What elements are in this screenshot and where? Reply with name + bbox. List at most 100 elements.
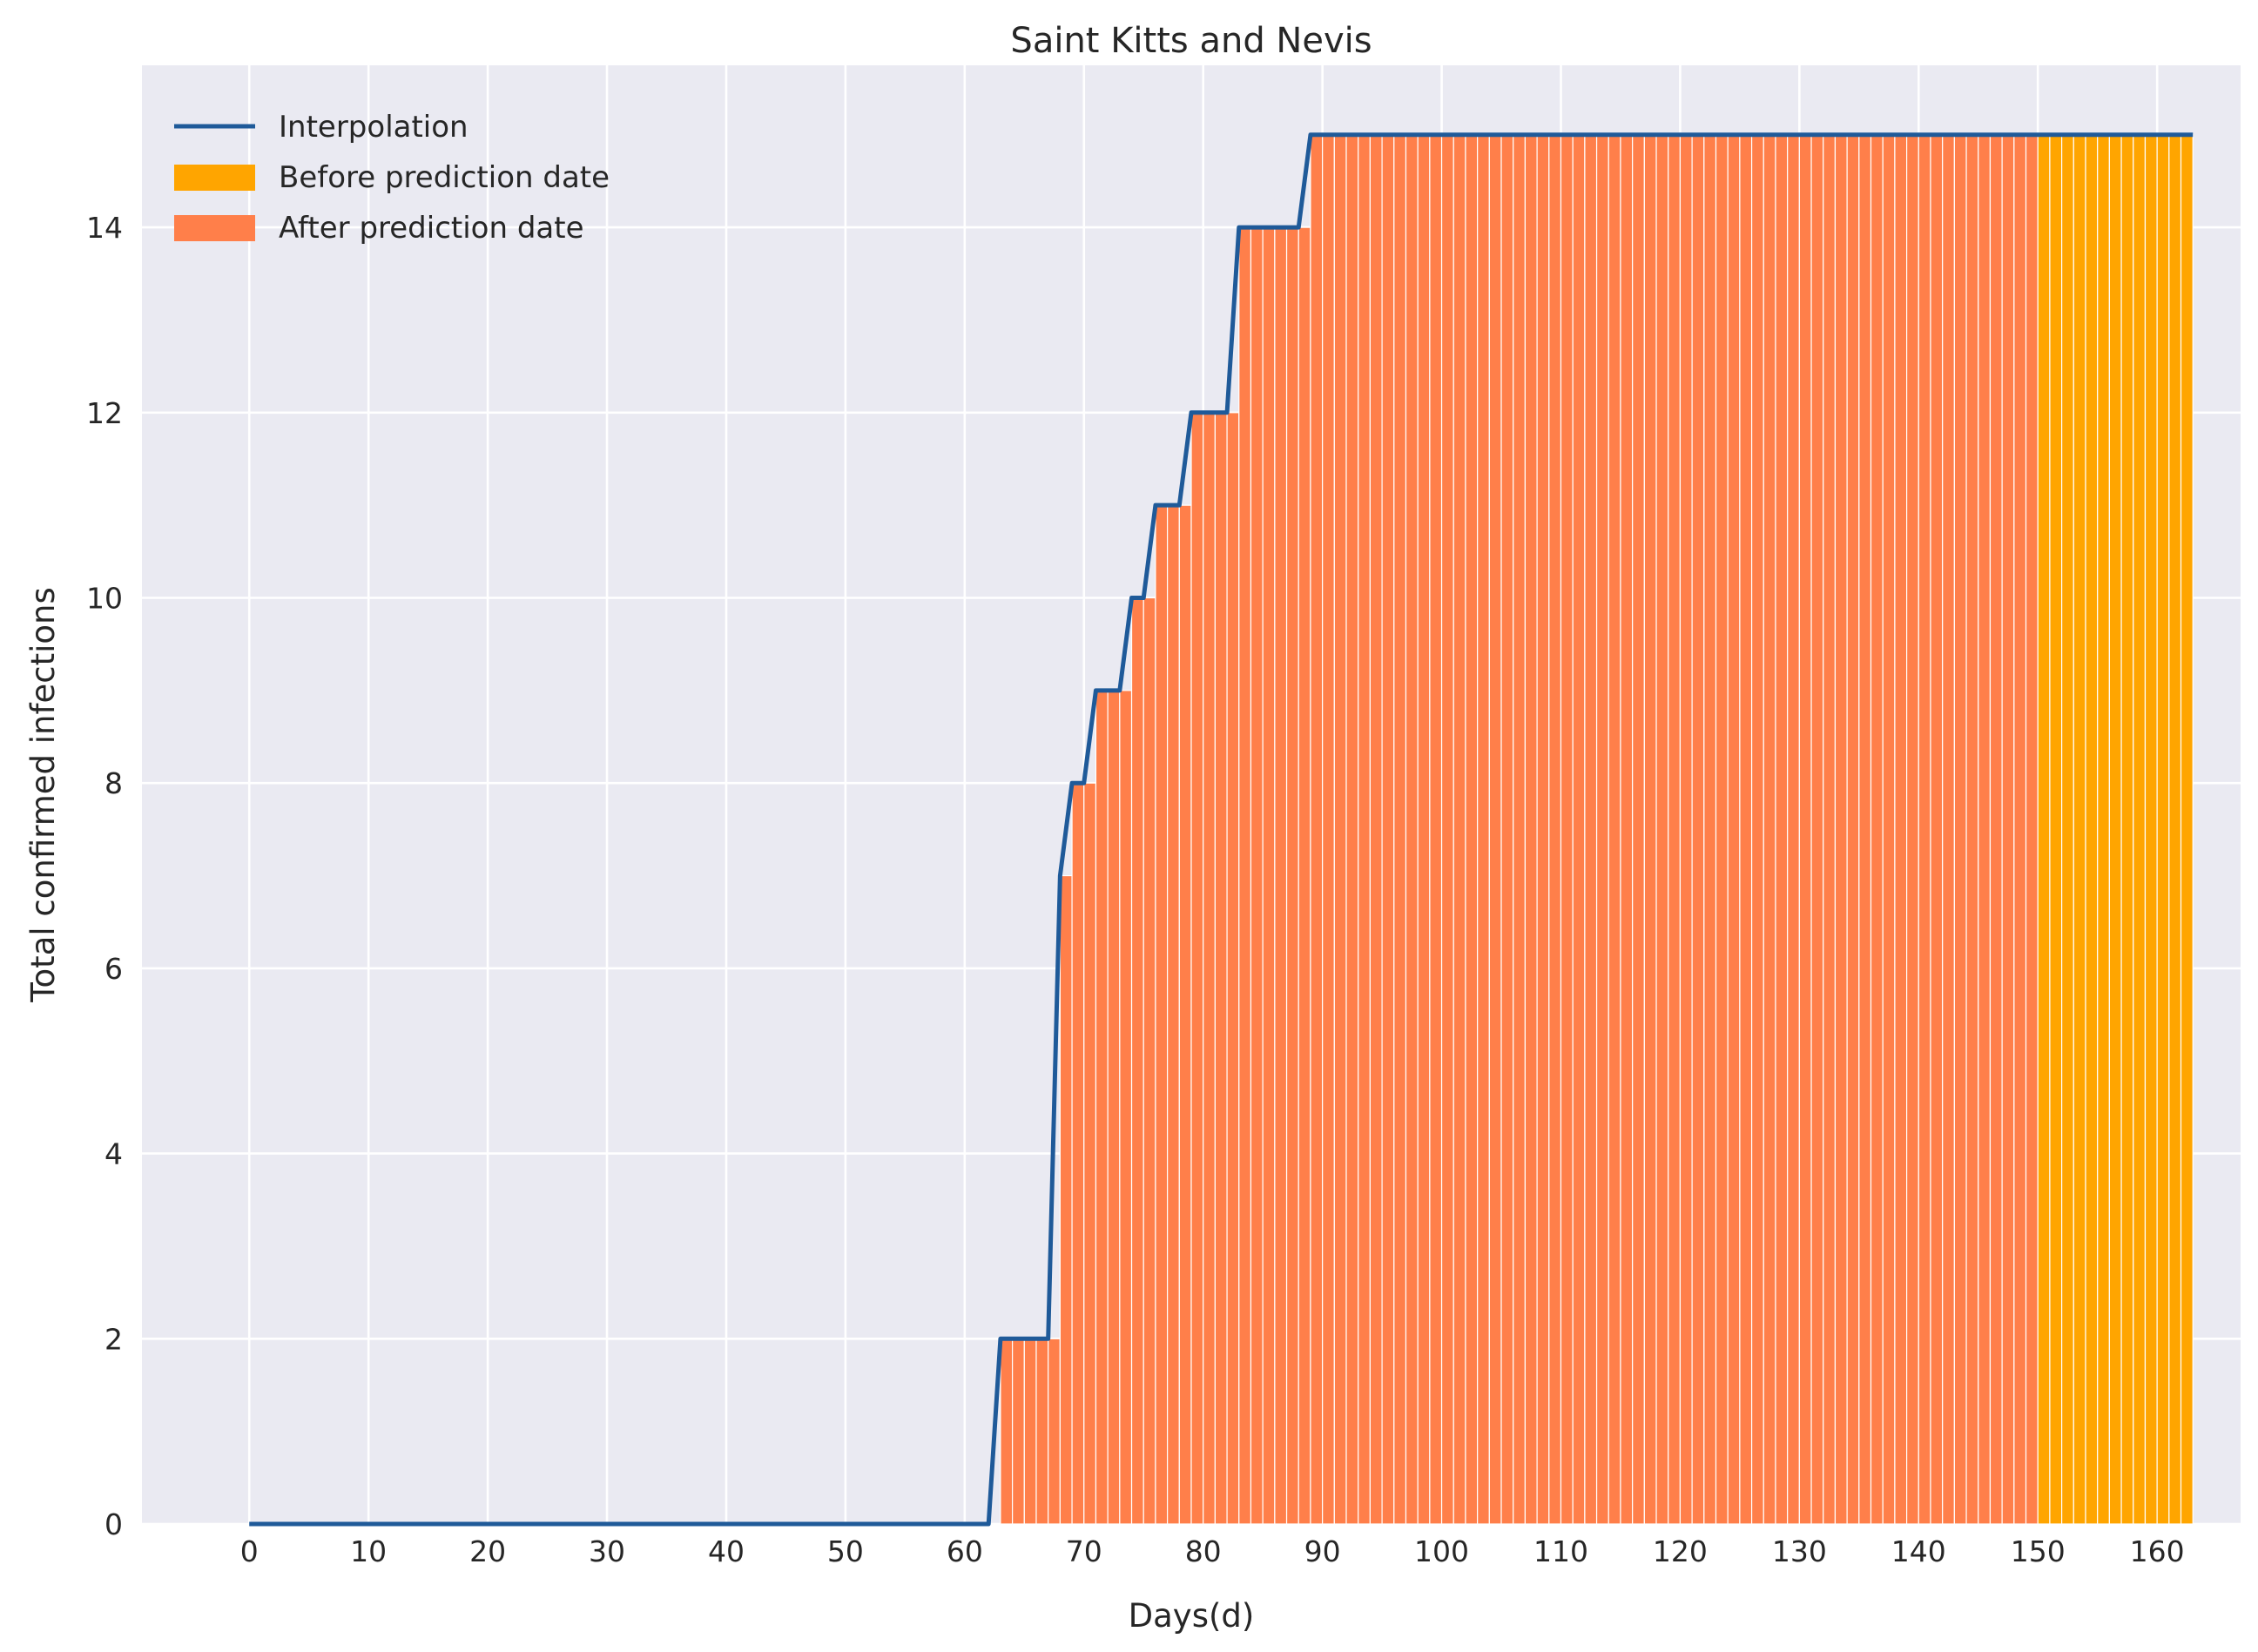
bar-day-97 bbox=[1405, 134, 1419, 1525]
bar-day-63 bbox=[1000, 1338, 1014, 1525]
bar-day-67 bbox=[1048, 1338, 1061, 1525]
bar-day-119 bbox=[1668, 134, 1682, 1525]
y-tick-label: 8 bbox=[104, 766, 123, 800]
bar-day-92 bbox=[1345, 134, 1359, 1525]
bar-day-136 bbox=[1870, 134, 1884, 1525]
bar-day-139 bbox=[1905, 134, 1919, 1525]
bar-day-154 bbox=[2085, 134, 2099, 1525]
bar-day-125 bbox=[1739, 134, 1753, 1525]
bar-day-129 bbox=[1787, 134, 1800, 1525]
bar-day-132 bbox=[1823, 134, 1837, 1525]
legend-label: Before prediction date bbox=[279, 160, 610, 195]
x-tick-label: 20 bbox=[469, 1534, 506, 1568]
bar-day-128 bbox=[1775, 134, 1789, 1525]
bar-day-100 bbox=[1440, 134, 1454, 1525]
interpolation-line bbox=[249, 132, 2194, 1527]
bar-day-156 bbox=[2108, 134, 2122, 1525]
y-tick-label: 14 bbox=[86, 211, 123, 245]
bar-day-72 bbox=[1107, 690, 1121, 1525]
bar-day-137 bbox=[1882, 134, 1896, 1525]
bar-day-107 bbox=[1524, 134, 1538, 1525]
x-tick-label: 50 bbox=[827, 1534, 864, 1568]
bar-day-155 bbox=[2097, 134, 2110, 1525]
y-tick-label: 6 bbox=[104, 952, 123, 986]
bar-day-64 bbox=[1012, 1338, 1025, 1525]
bar-day-109 bbox=[1548, 134, 1562, 1525]
bar-day-84 bbox=[1250, 226, 1264, 1525]
bar-day-69 bbox=[1071, 782, 1085, 1525]
x-tick-label: 160 bbox=[2130, 1534, 2185, 1568]
x-tick-label: 90 bbox=[1304, 1534, 1341, 1568]
bar-day-131 bbox=[1810, 134, 1824, 1525]
bar-day-126 bbox=[1750, 134, 1764, 1525]
bar-day-94 bbox=[1369, 134, 1383, 1525]
bar-day-77 bbox=[1167, 504, 1180, 1525]
x-tick-labels: 0 10 20 30 40 50 60 70 80 90 100 110 120 130 140 150 160 bbox=[240, 1534, 2185, 1568]
x-tick-label: 100 bbox=[1414, 1534, 1469, 1568]
legend-label: After prediction date bbox=[279, 211, 584, 246]
x-tick-label: 10 bbox=[350, 1534, 387, 1568]
bar-day-68 bbox=[1059, 874, 1073, 1525]
x-tick-label: 30 bbox=[589, 1534, 625, 1568]
legend-patch-swatch bbox=[174, 215, 255, 241]
bar-day-78 bbox=[1178, 504, 1192, 1525]
bar-day-124 bbox=[1727, 134, 1741, 1525]
bar-day-98 bbox=[1417, 134, 1431, 1525]
bar-day-145 bbox=[1978, 134, 1992, 1525]
bar-day-74 bbox=[1130, 597, 1144, 1525]
legend-patch-swatch bbox=[174, 165, 255, 191]
bar-day-135 bbox=[1858, 134, 1872, 1525]
bar-day-146 bbox=[1989, 134, 2003, 1525]
bar-day-127 bbox=[1763, 134, 1776, 1525]
bar-day-134 bbox=[1846, 134, 1860, 1525]
bar-day-113 bbox=[1595, 134, 1609, 1525]
bar-day-111 bbox=[1572, 134, 1586, 1525]
bar-day-143 bbox=[1953, 134, 1967, 1525]
x-tick-label: 140 bbox=[1891, 1534, 1946, 1568]
bar-day-162 bbox=[2180, 134, 2194, 1525]
bar-day-133 bbox=[1834, 134, 1848, 1525]
x-tick-label: 60 bbox=[947, 1534, 983, 1568]
y-tick-labels: 0 2 4 6 8 10 12 14 bbox=[86, 211, 123, 1541]
bar-day-86 bbox=[1274, 226, 1288, 1525]
bar-day-91 bbox=[1333, 134, 1347, 1525]
bar-day-79 bbox=[1190, 412, 1204, 1525]
bar-day-158 bbox=[2133, 134, 2147, 1525]
bar-day-81 bbox=[1214, 412, 1228, 1525]
bar-day-130 bbox=[1798, 134, 1812, 1525]
bar-day-105 bbox=[1500, 134, 1514, 1525]
bar-day-152 bbox=[2061, 134, 2074, 1525]
bar-day-161 bbox=[2168, 134, 2182, 1525]
bar-day-70 bbox=[1083, 782, 1097, 1525]
bar-day-121 bbox=[1691, 134, 1705, 1525]
bar-day-116 bbox=[1632, 134, 1645, 1525]
bar-day-142 bbox=[1942, 134, 1955, 1525]
x-tick-label: 0 bbox=[240, 1534, 259, 1568]
bar-day-90 bbox=[1322, 134, 1335, 1525]
y-tick-label: 2 bbox=[104, 1322, 123, 1356]
bar-day-149 bbox=[2025, 134, 2039, 1525]
bar-day-101 bbox=[1453, 134, 1466, 1525]
bar-day-122 bbox=[1703, 134, 1717, 1525]
bar-day-71 bbox=[1095, 690, 1109, 1525]
bar-day-88 bbox=[1298, 226, 1311, 1525]
y-axis-label: Total confirmed infections bbox=[24, 587, 62, 1003]
bar-day-117 bbox=[1643, 134, 1657, 1525]
bar-day-147 bbox=[2001, 134, 2015, 1525]
bar-day-114 bbox=[1608, 134, 1621, 1525]
bar-day-104 bbox=[1488, 134, 1502, 1525]
legend-label: Interpolation bbox=[279, 110, 468, 145]
bar-day-89 bbox=[1310, 134, 1324, 1525]
legend: Interpolation Before prediction date After… bbox=[174, 110, 610, 246]
bar-day-66 bbox=[1035, 1338, 1049, 1525]
bar-day-160 bbox=[2156, 134, 2170, 1525]
bar-day-148 bbox=[2013, 134, 2027, 1525]
x-tick-label: 130 bbox=[1772, 1534, 1827, 1568]
bar-day-110 bbox=[1560, 134, 1574, 1525]
y-tick-label: 0 bbox=[104, 1507, 123, 1541]
bar-day-151 bbox=[2049, 134, 2063, 1525]
bar-day-153 bbox=[2073, 134, 2086, 1525]
bar-day-144 bbox=[1965, 134, 1979, 1525]
bar-day-157 bbox=[2120, 134, 2134, 1525]
bar-day-93 bbox=[1358, 134, 1371, 1525]
